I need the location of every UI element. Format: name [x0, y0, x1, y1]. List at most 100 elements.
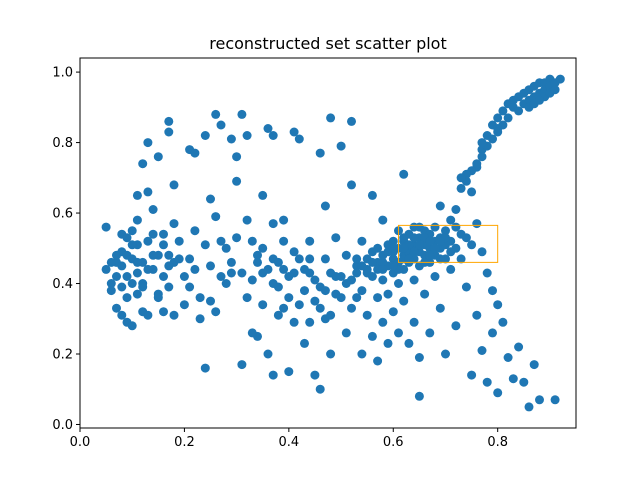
scatter-point — [409, 247, 419, 257]
scatter-point — [206, 296, 215, 306]
y-tick-label: 1.0 — [52, 66, 73, 81]
scatter-point — [467, 240, 477, 250]
scatter-point — [106, 286, 116, 296]
scatter-point — [425, 250, 435, 260]
scatter-point — [268, 370, 278, 380]
scatter-point — [164, 250, 174, 260]
y-tick-label: 0.4 — [52, 277, 73, 292]
scatter-point — [159, 229, 168, 239]
scatter-point — [514, 342, 524, 352]
x-axis: 0.0 0.2 0.4 0.6 0.8 — [70, 428, 508, 450]
scatter-point — [352, 293, 362, 303]
scatter-point — [294, 134, 304, 144]
scatter-point — [263, 349, 273, 359]
scatter-point — [493, 113, 503, 123]
scatter-point — [294, 254, 304, 264]
scatter-point — [289, 247, 299, 257]
scatter-point — [399, 296, 409, 306]
scatter-point — [242, 131, 252, 140]
scatter-point — [435, 303, 445, 313]
scatter-point — [367, 257, 377, 267]
scatter-point — [273, 257, 283, 267]
scatter-point — [112, 303, 121, 313]
scatter-point — [320, 201, 330, 211]
scatter-point — [399, 169, 409, 179]
scatter-point — [258, 190, 268, 200]
scatter-point — [477, 152, 487, 162]
scatter-point — [451, 205, 461, 214]
scatter-point — [519, 377, 529, 387]
scatter-point — [472, 310, 482, 320]
scatter-point — [493, 124, 503, 133]
scatter-point — [352, 254, 362, 264]
scatter-point — [148, 205, 158, 214]
scatter-point — [211, 212, 221, 222]
scatter-point — [425, 236, 435, 246]
scatter-point — [456, 183, 466, 193]
scatter-point — [435, 201, 445, 211]
y-tick-label: 0.8 — [52, 136, 73, 151]
scatter-point — [535, 95, 544, 105]
scatter-point — [279, 303, 289, 313]
scatter-point — [132, 215, 142, 225]
scatter-point — [273, 310, 283, 320]
y-axis: 0.0 0.2 0.4 0.6 0.8 1.0 — [52, 66, 80, 433]
scatter-point — [300, 286, 309, 296]
scatter-point — [373, 356, 383, 366]
scatter-point — [138, 159, 148, 169]
scatter-point — [383, 338, 393, 348]
scatter-point — [357, 236, 367, 246]
scatter-point — [127, 226, 137, 236]
scatter-point — [414, 353, 424, 362]
scatter-point — [237, 268, 247, 278]
scatter-point — [190, 226, 200, 236]
scatter-point — [216, 236, 226, 246]
scatter-point — [472, 219, 482, 229]
scatter-point — [143, 264, 153, 274]
scatter-point — [200, 131, 210, 140]
scatter-point — [414, 240, 424, 250]
scatter-point — [174, 236, 184, 246]
scatter-point — [169, 219, 179, 229]
scatter-point — [226, 268, 236, 278]
scatter-point — [143, 138, 153, 148]
scatter-point — [320, 286, 330, 296]
scatter-point — [117, 261, 127, 271]
scatter-point — [555, 74, 565, 84]
plot-frame — [79, 57, 577, 429]
scatter-point — [331, 272, 341, 281]
scatter-point — [122, 272, 132, 281]
scatter-point — [446, 264, 456, 274]
scatter-point — [310, 370, 320, 380]
scatter-point — [404, 338, 414, 348]
scatter-point — [503, 353, 513, 362]
scatter-point — [326, 349, 336, 359]
scatter-point — [326, 113, 336, 123]
scatter-point — [200, 240, 210, 250]
scatter-point — [221, 243, 231, 253]
scatter-point — [414, 222, 424, 232]
scatter-point — [300, 264, 309, 274]
scatter-point — [378, 257, 388, 267]
scatter-point — [127, 321, 137, 331]
scatter-point — [477, 247, 487, 257]
scatter-point — [446, 247, 456, 257]
scatter-point — [300, 338, 309, 348]
scatter-point — [179, 272, 189, 281]
scatter-point — [414, 391, 424, 401]
scatter-point — [232, 152, 242, 162]
scatter-point — [112, 272, 121, 281]
scatter-point — [378, 317, 388, 327]
scatter-point — [143, 310, 153, 320]
scatter-point — [456, 254, 466, 264]
scatter-point — [206, 194, 215, 204]
scatter-point — [446, 215, 456, 225]
scatter-point — [237, 360, 247, 370]
scatter-point — [467, 187, 477, 197]
scatter-point — [122, 233, 132, 243]
scatter-point — [268, 279, 278, 288]
y-tick-label: 0.6 — [52, 207, 73, 222]
scatter-point — [258, 243, 268, 253]
scatter-point — [378, 275, 388, 285]
scatter-point — [132, 257, 142, 267]
